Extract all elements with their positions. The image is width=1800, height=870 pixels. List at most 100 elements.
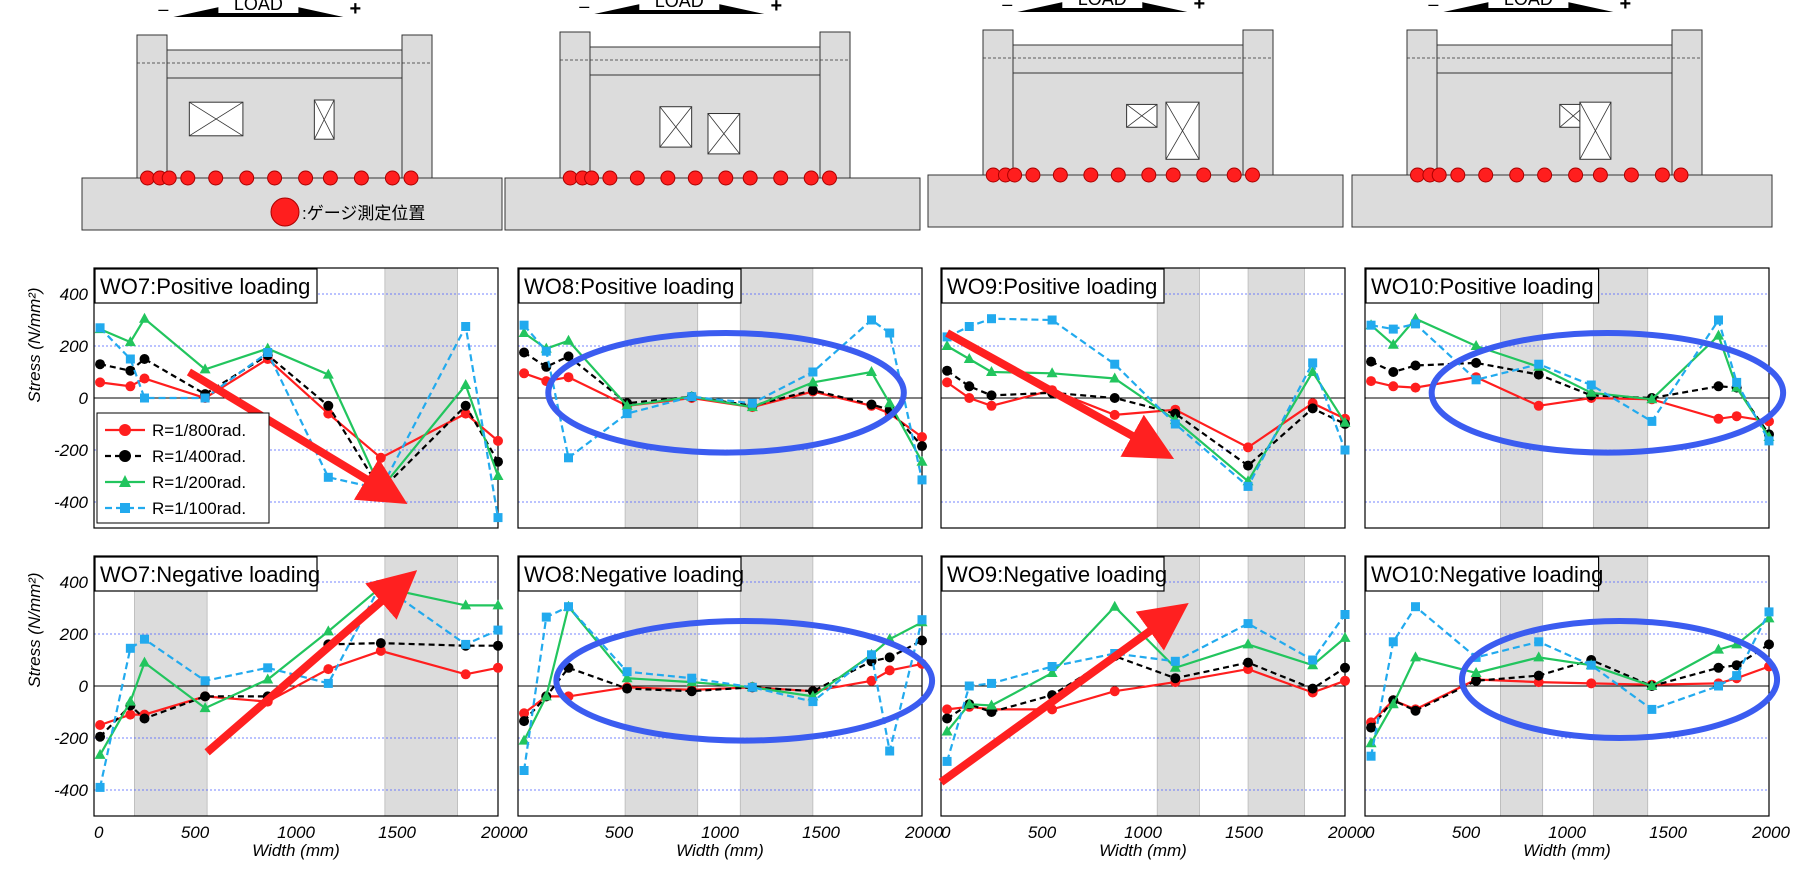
chart-title-box [94,268,318,304]
data-point [140,393,149,403]
ytick-label: -400 [54,493,89,512]
data-point [942,756,952,766]
data-point [1366,751,1376,761]
data-point [493,662,503,673]
specimen-diagrams: LOAD – +:ゲージ測定位置 LOAD – + LOAD – + LOAD – + [81,0,1773,231]
data-point [941,725,953,736]
chart-2: WO8:Positive loading [517,267,928,529]
data-point [125,381,136,392]
gauge-dot [1450,167,1466,183]
data-point [1109,372,1121,383]
data-point [884,652,895,663]
data-point [1243,442,1254,453]
data-point [686,686,697,697]
data-point [885,746,895,756]
specimen-1: LOAD – +:ゲージ測定位置 [81,0,503,231]
data-point [519,708,530,719]
data-point [541,612,551,622]
data-point [493,435,503,446]
xtick-label: 2000 [1327,823,1366,842]
plot-frame [93,555,499,817]
gauge-dot [742,170,758,186]
data-point [1387,338,1399,349]
data-point [493,640,503,651]
data-point [1243,619,1253,629]
gauge-dot [239,170,255,186]
highlight-ellipse [545,330,907,456]
data-point [564,453,573,463]
data-point [941,340,953,350]
data-point [1340,675,1350,686]
data-point [375,638,386,649]
xtick-label: 0 [518,823,528,842]
top-beam [589,46,821,76]
data-point [563,334,574,345]
gauge-legend-label: :ゲージ測定位置 [302,204,425,223]
data-point [866,675,877,686]
wall-opening-2 [1579,101,1612,160]
opening-cross [313,99,335,140]
xtick-label: 1500 [378,823,416,842]
data-point [139,713,150,724]
data-point [518,734,530,745]
data-point [519,368,530,379]
left-column [136,34,168,179]
data-point [461,639,471,649]
series-line [523,318,924,481]
data-point [125,354,135,364]
xlabel: Width (mm) [676,841,764,860]
data-point [1410,705,1421,716]
stress-charts: WO7:Positive loading4002000-200-400R=1/8… [54,267,1790,860]
plot-frame [940,267,1346,529]
data-point [1339,416,1351,427]
data-point [1471,375,1481,385]
gauge-dot [773,170,789,186]
chart-4: WO10:Positive loading [1364,267,1787,529]
xlabel: Width (mm) [1523,841,1611,860]
data-point [1243,481,1253,491]
chart-title: WO8:Negative loading [524,562,744,587]
data-point [95,323,105,333]
xtick-label: 1500 [1225,823,1263,842]
data-point [1646,393,1658,404]
data-point [987,314,996,324]
top-beam [166,49,403,79]
chart-8: WO10:Negative loading 0 500 1000 1500 2000 Wid… [1364,555,1790,860]
series-line [1370,617,1770,744]
data-point [125,365,136,376]
data-point [1388,381,1399,392]
legend-marker [120,503,130,513]
series-line [946,613,1346,762]
data-point [1109,393,1120,403]
data-point [1046,667,1058,677]
data-point [124,336,136,347]
data-point [1109,409,1120,420]
data-point [493,513,503,523]
data-point [621,399,633,410]
trend-arrow [186,368,408,505]
xtick-label: 1000 [277,823,315,842]
gauge-dot [1654,167,1670,183]
data-point [866,366,877,376]
ylabel-top: Stress (N/mm²) [25,287,44,402]
data-point [1243,657,1254,668]
ytick-label: 0 [79,677,89,696]
data-point [1170,656,1180,666]
series-line [98,582,499,788]
data-point [541,346,551,356]
xtick-label: 2000 [480,823,519,842]
data-point [200,691,211,702]
series-4 [519,315,927,485]
data-point [493,456,503,467]
ylabel-bottom: Stress (N/mm²) [25,572,44,687]
legend-label: R=1/800rad. [152,421,246,440]
data-point [884,665,895,676]
gauge-dot [1568,167,1584,183]
data-point [1713,643,1724,654]
data-point [460,669,471,680]
ytick-label: -200 [54,729,89,748]
data-point [964,681,974,691]
specimen-2: LOAD – + [504,0,921,231]
